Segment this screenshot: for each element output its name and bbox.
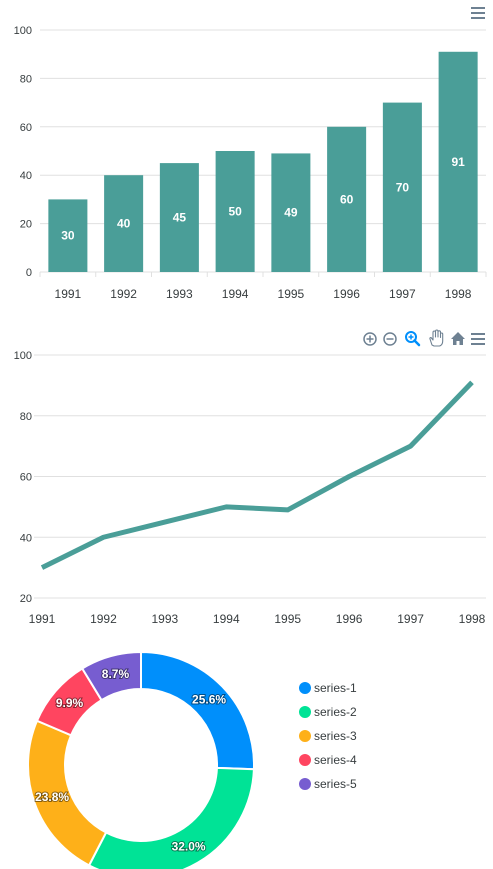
donut-chart: 25.6% 32.0% 23.8% 9.9% 8.7% series-1 series-2… <box>27 650 357 869</box>
bar-x-axis: 1991 1992 1993 1994 1995 1996 1997 1998 <box>39 272 487 301</box>
home-reset-icon[interactable] <box>451 332 465 345</box>
legend-item-series-1[interactable]: series-1 <box>299 681 357 695</box>
donut-slices <box>27 650 255 869</box>
bar-y-tick-label: 40 <box>20 170 32 182</box>
bar-data-label: 49 <box>284 206 298 220</box>
bar-data-label: 70 <box>396 180 410 194</box>
bar-data-label: 91 <box>451 155 465 169</box>
donut-data-labels: 25.6% 32.0% 23.8% 9.9% 8.7% <box>34 666 227 855</box>
donut-label-series-4: 9.9% <box>56 696 84 710</box>
bar-y-tick-label: 100 <box>14 25 32 37</box>
bar-1996[interactable] <box>327 126 367 272</box>
bar-x-tick-label: 1994 <box>222 287 249 301</box>
bar-x-tick-label: 1997 <box>389 287 416 301</box>
bar-x-tick-label: 1991 <box>55 287 82 301</box>
bar-data-label: 30 <box>61 229 75 243</box>
donut-label-series-2: 32.0% <box>172 840 206 854</box>
legend-label: series-3 <box>314 729 357 743</box>
bar-x-tick-label: 1992 <box>110 287 137 301</box>
bar-x-tick-label: 1996 <box>333 287 360 301</box>
bar-1995[interactable] <box>271 153 311 272</box>
selection-zoom-icon[interactable] <box>405 331 421 347</box>
zoom-out-icon[interactable] <box>383 332 397 346</box>
bar-menu-icon[interactable] <box>471 7 485 19</box>
line-y-axis: 20 40 60 80 100 <box>14 350 32 605</box>
legend-item-series-5[interactable]: series-5 <box>299 777 357 791</box>
legend-marker <box>299 778 311 790</box>
line-y-tick-label: 60 <box>20 472 32 484</box>
legend-label: series-5 <box>314 777 357 791</box>
line-menu-icon[interactable] <box>471 333 485 345</box>
bar-x-tick-label: 1993 <box>166 287 193 301</box>
line-gridlines <box>34 354 486 599</box>
donut-legend: series-1 series-2 series-3 series-4 series-5 <box>299 681 357 791</box>
line-chart: 20 40 60 80 100 1991 1992 1993 1994 1995 1996 1997… <box>14 329 486 626</box>
donut-slice-series-5[interactable] <box>80 650 142 702</box>
line-x-tick-label: 1993 <box>152 612 179 626</box>
line-y-tick-label: 100 <box>14 350 32 362</box>
line-series-path[interactable] <box>40 380 474 570</box>
bar-data-labels: 30 40 45 50 49 60 70 91 <box>61 155 465 243</box>
line-y-tick-label: 40 <box>20 532 32 544</box>
bar-data-label: 40 <box>117 217 131 231</box>
donut-slice-series-2[interactable] <box>87 766 255 869</box>
zoom-in-icon[interactable] <box>363 332 377 346</box>
bar-y-tick-label: 20 <box>20 219 32 231</box>
legend-marker <box>299 706 311 718</box>
legend-label: series-4 <box>314 753 357 767</box>
pan-hand-icon[interactable] <box>429 329 444 347</box>
bar-y-tick-label: 80 <box>20 73 32 85</box>
legend-item-series-3[interactable]: series-3 <box>299 729 357 743</box>
bar-1992[interactable] <box>104 175 144 272</box>
donut-slice-series-1[interactable] <box>140 650 255 771</box>
bar-data-label: 50 <box>228 205 242 219</box>
bar-1998[interactable] <box>438 51 478 272</box>
legend-marker <box>299 730 311 742</box>
line-x-tick-label: 1998 <box>459 612 486 626</box>
line-x-tick-label: 1991 <box>29 612 56 626</box>
bar-data-label: 45 <box>173 211 187 225</box>
bar-y-axis: 0 20 40 60 80 100 <box>14 25 32 279</box>
line-y-tick-label: 80 <box>20 411 32 423</box>
donut-label-series-5: 8.7% <box>102 667 130 681</box>
legend-label: series-1 <box>314 681 357 695</box>
line-x-tick-label: 1994 <box>213 612 240 626</box>
bar-x-tick-label: 1998 <box>445 287 472 301</box>
bar-data-label: 60 <box>340 192 354 206</box>
legend-item-series-4[interactable]: series-4 <box>299 753 357 767</box>
legend-marker <box>299 682 311 694</box>
bar-1997[interactable] <box>382 102 422 272</box>
line-x-tick-label: 1992 <box>90 612 117 626</box>
line-y-tick-label: 20 <box>20 593 32 605</box>
line-x-axis: 1991 1992 1993 1994 1995 1996 1997 1998 <box>29 612 486 626</box>
legend-item-series-2[interactable]: series-2 <box>299 705 357 719</box>
line-x-tick-label: 1995 <box>274 612 301 626</box>
donut-label-series-1: 25.6% <box>192 692 226 706</box>
bar-series <box>48 51 478 272</box>
legend-label: series-2 <box>314 705 357 719</box>
line-x-tick-label: 1997 <box>397 612 424 626</box>
bar-y-tick-label: 0 <box>26 267 32 279</box>
bar-1994[interactable] <box>215 151 255 272</box>
bar-y-tick-label: 60 <box>20 122 32 134</box>
bar-1993[interactable] <box>159 163 199 272</box>
donut-label-series-3: 23.8% <box>35 790 69 804</box>
bar-1991[interactable] <box>48 199 88 272</box>
line-x-tick-label: 1996 <box>336 612 363 626</box>
bar-x-tick-label: 1995 <box>278 287 305 301</box>
line-series <box>40 380 474 570</box>
legend-marker <box>299 754 311 766</box>
